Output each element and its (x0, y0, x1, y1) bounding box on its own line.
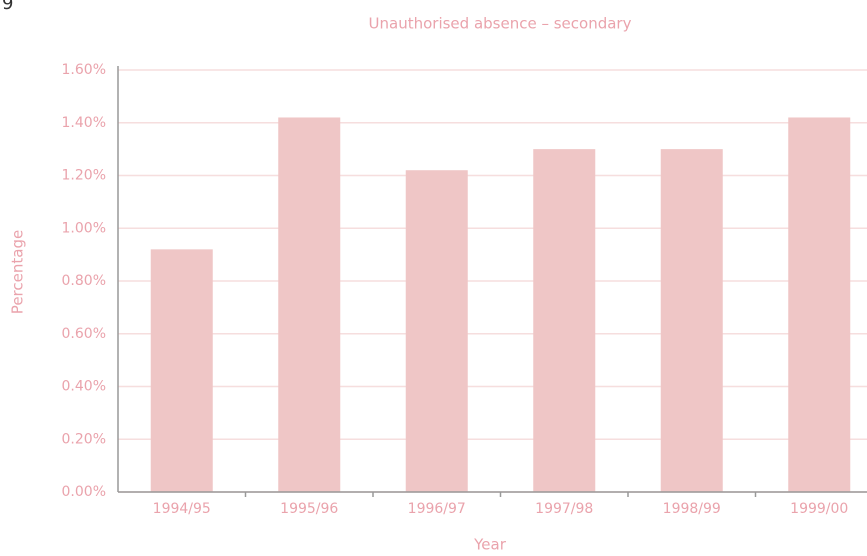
y-tick-label: 0.20% (62, 431, 106, 447)
x-axis-label: Year (473, 536, 507, 554)
y-tick-label: 0.00% (62, 484, 106, 500)
y-tick-label: 1.60% (62, 62, 106, 78)
x-tick-label: 1996/97 (408, 501, 466, 517)
y-tick-label: 0.60% (62, 326, 106, 342)
bar (660, 149, 723, 492)
x-tick-label: 1995/96 (280, 501, 338, 517)
y-tick-label: 0.80% (62, 273, 106, 289)
page-number: 9 (2, 0, 13, 14)
y-axis-label: Percentage (9, 230, 27, 314)
y-tick-label: 1.00% (62, 220, 106, 236)
chart-title: Unauthorised absence – secondary (369, 15, 632, 33)
bar (278, 117, 341, 492)
bar (405, 170, 468, 492)
y-tick-label: 1.40% (62, 115, 106, 131)
bar (533, 149, 596, 492)
y-tick-label: 0.40% (62, 379, 106, 395)
bar (150, 249, 213, 492)
x-tick-label: 1998/99 (663, 501, 721, 517)
y-tick-label: 1.20% (62, 168, 106, 184)
x-tick-label: 1994/95 (153, 501, 211, 517)
x-tick-label: 1999/00 (790, 501, 848, 517)
x-tick-label: 1997/98 (535, 501, 593, 517)
bar (788, 117, 851, 492)
